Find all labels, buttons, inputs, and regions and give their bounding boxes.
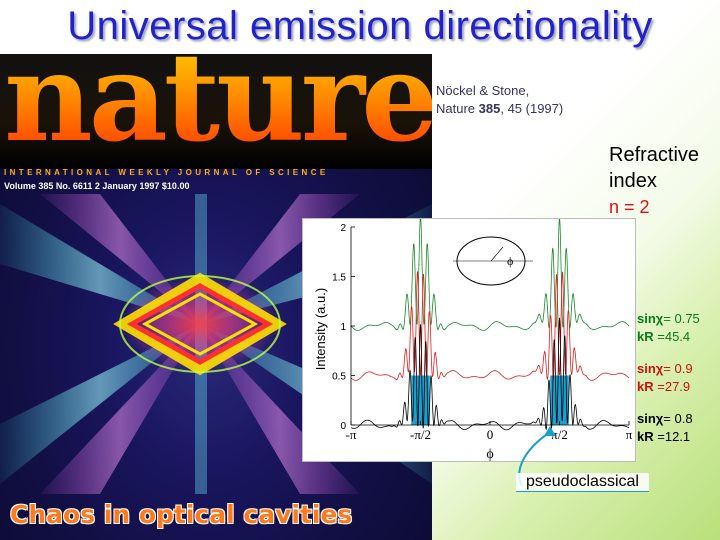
nature-logo: nature — [4, 54, 432, 158]
cover-headline: Chaos in optical cavities — [10, 500, 353, 529]
journal-subtitle: INTERNATIONAL WEEKLY JOURNAL OF SCIENCE — [4, 168, 329, 177]
pseudoclassical-bar — [411, 375, 430, 425]
pseudoclassical-label: pseudoclassical — [516, 473, 649, 492]
refractive-index-label: Refractive index n = 2 — [609, 142, 699, 220]
issue-info: Volume 385 No. 6611 2 January 1997 $10.0… — [4, 181, 190, 191]
intensity-chart: 0 0.5 1 1.5 2 -π -π/2 0 π/2 π Intensity (a.u.) ϕ… — [313, 219, 633, 461]
y-axis-label: Intensity (a.u.) — [313, 288, 328, 370]
x-tick-label: -π/2 — [410, 427, 431, 442]
annotation-black: sinχ= 0.8 kR =12.1 — [637, 411, 693, 444]
intensity-series-line — [350, 219, 630, 331]
x-tick-label: π — [626, 427, 633, 442]
annotation-green: sinχ= 0.75 kR =45.4 — [637, 311, 700, 344]
intensity-series-line — [350, 317, 630, 431]
slide-title: Universal emission directionality — [67, 4, 653, 48]
cavity-inset: ϕ — [453, 236, 533, 286]
cavity-pattern — [113, 272, 287, 376]
y-tick-label: 0 — [340, 421, 346, 432]
citation-journal: Nature 385, 45 (1997) — [436, 101, 564, 116]
intensity-series-line — [350, 270, 630, 381]
x-tick-label: -π — [346, 427, 357, 442]
intensity-plot: 0 0.5 1 1.5 2 -π -π/2 0 π/2 π Intensity (a.u.) ϕ… — [302, 218, 636, 462]
y-tick-label: 1.5 — [332, 273, 346, 284]
y-tick-label: 0.5 — [332, 372, 346, 383]
annotation-red: sinχ= 0.9 kR =27.9 — [637, 361, 693, 394]
citation: Nöckel & Stone, Nature 385, 45 (1997) — [436, 82, 563, 118]
y-tick-label: 1 — [340, 322, 346, 333]
y-tick-label: 2 — [340, 223, 346, 234]
citation-authors: Nöckel & Stone, — [436, 83, 530, 98]
x-tick-label: π/2 — [551, 427, 568, 442]
x-tick-label: 0 — [487, 427, 494, 442]
cover-masthead: nature — [0, 54, 432, 169]
refractive-index-value: n = 2 — [609, 197, 650, 217]
pseudoclassical-bar — [550, 375, 569, 425]
inset-phi-label: ϕ — [507, 254, 513, 268]
x-axis-label: ϕ — [486, 447, 493, 461]
